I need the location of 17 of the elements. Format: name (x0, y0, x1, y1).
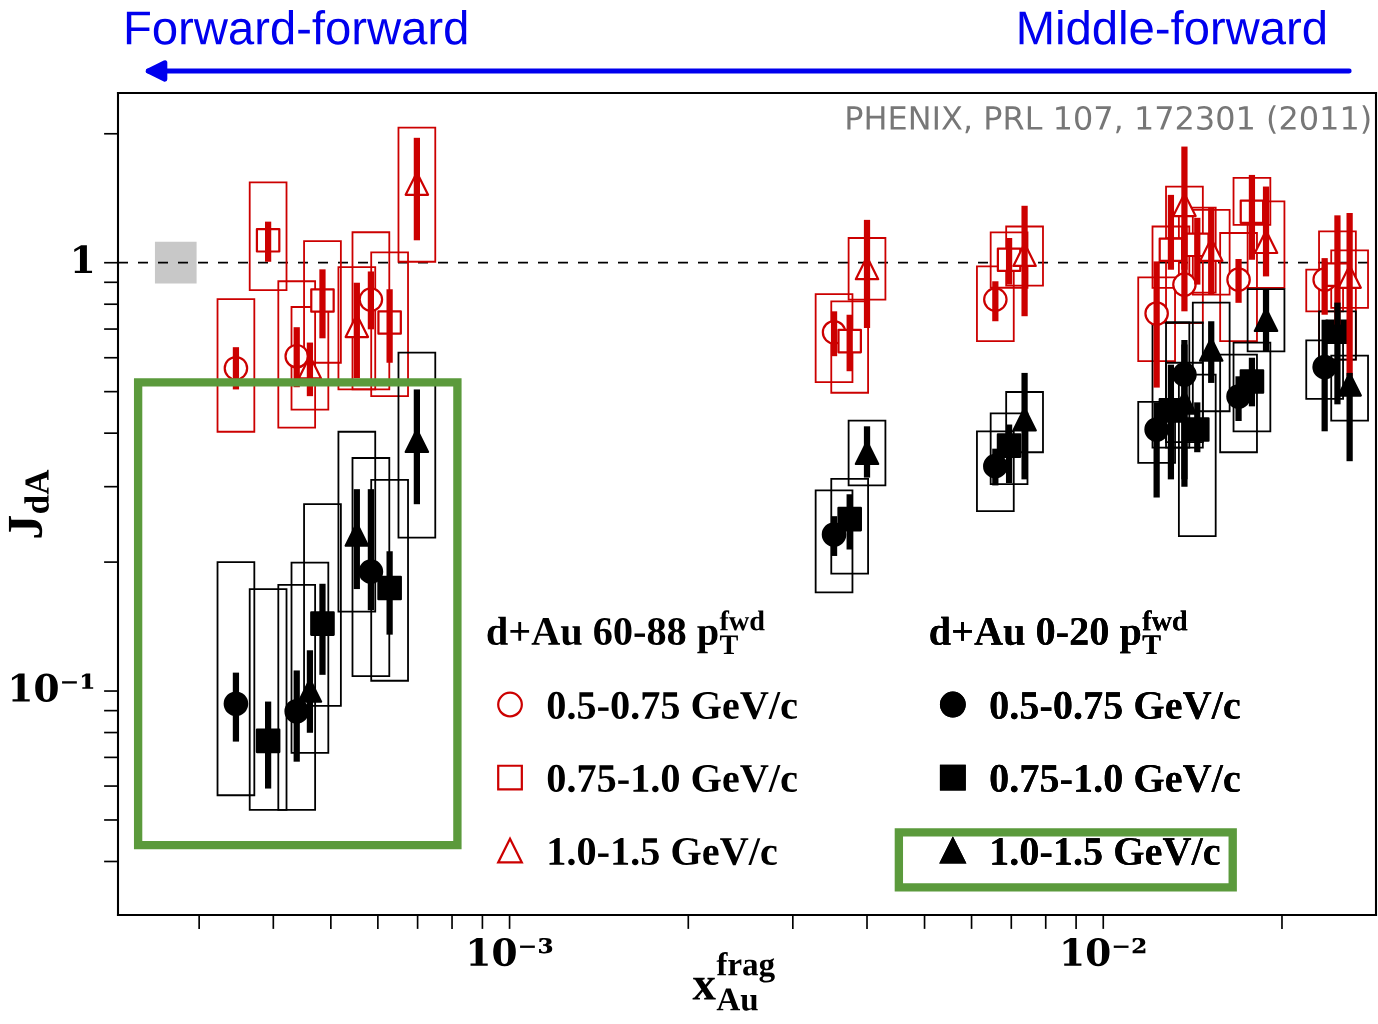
legend-label: 0.75-1.0 GeV/c (547, 764, 797, 793)
legend-label: 0.5-0.75 GeV/c (990, 691, 1240, 720)
y-tick-label: 10⁻¹ (11, 673, 94, 702)
legend-label: 0.75-1.0 GeV/c (990, 764, 1240, 793)
legend-label: 1.0-1.5 GeV/c (992, 837, 1220, 866)
text: Middle-forward (1019, 9, 1325, 45)
x-tick-label: 10⁻² (1063, 937, 1146, 967)
annotation: d+Au 60-88 p$^{fwd}$$_{T}$ (487, 610, 765, 654)
x-tick-label: 10⁻³ (469, 937, 553, 967)
x-axis-title: x$^{frag}$$_{Au}$ (692, 951, 775, 1011)
text: Forward-forward (126, 9, 467, 45)
annotation: PHENIX, PRL 107, 172301 (2011) (847, 105, 1370, 134)
annotation: d+Au 0-20 p$^{fwd}$$_{T}$ (930, 610, 1188, 654)
legend-label: 1.0-1.5 GeV/c (549, 837, 777, 866)
legend-label: 0.5-0.75 GeV/c (547, 691, 797, 720)
y-tick-label: 1 (74, 245, 93, 274)
y-axis-title: J$_{dA}$ (8, 469, 49, 538)
